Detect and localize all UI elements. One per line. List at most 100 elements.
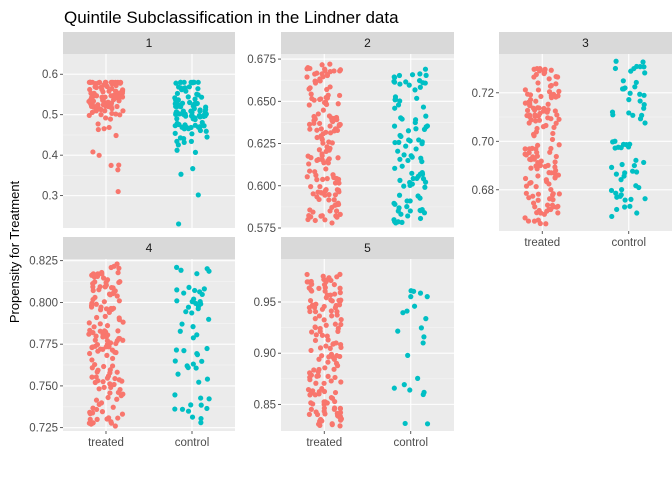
- point-control: [613, 190, 619, 196]
- point-control: [172, 406, 178, 412]
- point-treated: [119, 378, 125, 384]
- point-control: [173, 110, 179, 116]
- point-treated: [98, 106, 104, 113]
- y-tick-label: 0.675: [247, 54, 276, 66]
- point-treated: [546, 89, 553, 95]
- point-control: [641, 92, 647, 98]
- facet-strip-label: 2: [364, 36, 371, 50]
- point-treated: [332, 374, 338, 381]
- point-treated: [550, 204, 556, 210]
- point-treated: [330, 341, 336, 347]
- point-treated: [547, 196, 553, 202]
- point-treated: [309, 96, 315, 102]
- point-control: [177, 328, 183, 334]
- point-control: [194, 271, 200, 277]
- point-treated: [306, 305, 312, 311]
- point-control: [410, 175, 416, 182]
- point-treated: [115, 188, 121, 195]
- point-treated: [309, 329, 315, 335]
- point-treated: [104, 375, 111, 381]
- point-treated: [307, 297, 314, 304]
- y-axis-title: Propensity for Treatment: [7, 180, 22, 323]
- point-treated: [536, 68, 543, 74]
- point-treated: [87, 79, 93, 85]
- point-treated: [328, 351, 335, 357]
- point-control: [633, 169, 640, 175]
- point-control: [175, 371, 181, 377]
- y-tick-label: 0.625: [247, 139, 276, 151]
- point-control: [173, 103, 179, 110]
- point-treated: [308, 347, 314, 354]
- point-treated: [335, 155, 341, 161]
- point-treated: [526, 120, 532, 126]
- point-treated: [329, 313, 335, 319]
- point-treated: [322, 217, 328, 223]
- point-treated: [327, 345, 333, 351]
- point-treated: [97, 321, 103, 327]
- point-treated: [547, 83, 554, 89]
- point-control: [641, 64, 647, 70]
- point-control: [174, 298, 180, 304]
- point-control: [403, 143, 409, 149]
- point-control: [185, 304, 192, 310]
- point-treated: [96, 287, 102, 293]
- point-treated: [94, 341, 101, 348]
- point-treated: [541, 105, 547, 112]
- point-control: [397, 156, 403, 162]
- point-treated: [114, 103, 120, 110]
- point-control: [190, 335, 196, 341]
- point-control: [188, 138, 194, 144]
- facet-strip-label: 3: [582, 36, 589, 50]
- point-treated: [334, 309, 340, 315]
- point-treated: [93, 301, 99, 307]
- point-control: [187, 99, 193, 106]
- y-tick-label: 0.4: [42, 150, 59, 162]
- point-control: [411, 303, 418, 309]
- point-treated: [312, 217, 318, 224]
- point-control: [173, 80, 179, 86]
- y-tick-label: 0.5: [42, 110, 58, 122]
- point-treated: [102, 94, 108, 100]
- point-treated: [312, 169, 318, 175]
- point-treated: [319, 71, 325, 77]
- point-treated: [319, 137, 325, 143]
- point-control: [195, 303, 202, 309]
- point-control: [195, 86, 201, 92]
- point-treated: [107, 370, 113, 376]
- point-treated: [318, 190, 324, 196]
- point-treated: [325, 160, 331, 166]
- point-control: [421, 334, 427, 340]
- point-control: [397, 98, 403, 104]
- point-control: [392, 105, 398, 111]
- point-treated: [546, 206, 552, 213]
- point-treated: [535, 142, 541, 148]
- point-control: [183, 88, 189, 94]
- point-control: [401, 152, 407, 158]
- x-tick-label-treated: treated: [524, 237, 560, 249]
- point-treated: [549, 136, 556, 143]
- point-control: [172, 95, 178, 101]
- point-control: [627, 90, 633, 96]
- point-control: [407, 138, 413, 144]
- point-treated: [113, 132, 119, 139]
- point-treated: [120, 108, 126, 114]
- point-treated: [100, 275, 107, 281]
- point-treated: [104, 84, 110, 90]
- point-control: [395, 102, 402, 108]
- point-treated: [89, 300, 95, 306]
- point-treated: [307, 85, 313, 91]
- point-control: [628, 68, 634, 74]
- point-control: [421, 126, 428, 132]
- point-treated: [323, 187, 329, 193]
- point-control: [625, 144, 632, 150]
- point-treated: [312, 78, 318, 84]
- point-treated: [108, 162, 114, 169]
- point-treated: [333, 175, 340, 182]
- point-treated: [106, 415, 112, 421]
- point-treated: [337, 406, 343, 412]
- point-treated: [522, 87, 528, 93]
- point-treated: [108, 285, 115, 291]
- point-treated: [314, 194, 320, 200]
- point-control: [417, 71, 423, 77]
- point-treated: [338, 417, 344, 423]
